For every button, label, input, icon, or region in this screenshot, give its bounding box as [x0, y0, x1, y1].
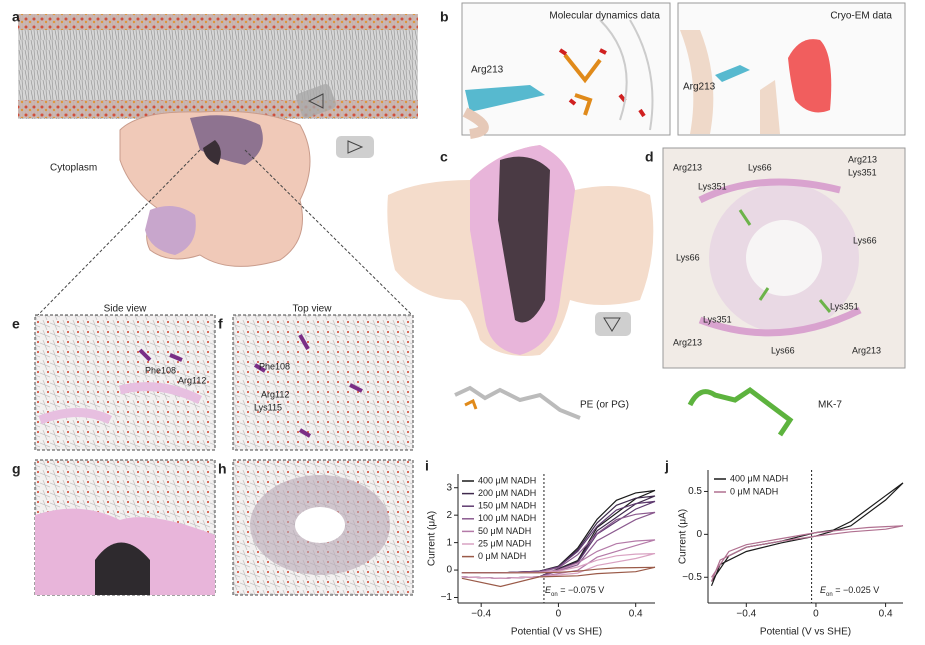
residue-label: Arg213 — [673, 162, 702, 172]
residue-label: Arg213 — [673, 337, 702, 347]
y-tick-label: −0.5 — [682, 572, 702, 583]
series-line — [461, 566, 656, 588]
residue-label: Lys66 — [748, 162, 772, 172]
annotation-subscript: on — [826, 592, 833, 598]
x-tick-label: −0.4 — [471, 609, 491, 620]
residue-label: Lys351 — [703, 314, 732, 324]
legend-label: 0 μM NADH — [478, 551, 526, 561]
legend-label: 200 μM NADH — [478, 488, 536, 498]
y-axis-label: Current (μA) — [427, 511, 438, 566]
panel-letter: j — [664, 458, 669, 474]
panel-letter: i — [425, 458, 429, 474]
x-tick-label: 0.4 — [879, 609, 893, 620]
panel-letter: g — [12, 461, 21, 477]
residue-label: Arg213 — [683, 82, 716, 93]
residue-label: Lys351 — [698, 181, 727, 191]
x-tick-label: −0.4 — [736, 609, 756, 620]
series-line — [710, 525, 904, 582]
residue-label: Arg112 — [261, 389, 289, 399]
y-tick-label: 1 — [446, 537, 452, 548]
label: Cryo-EM data — [830, 11, 892, 22]
y-axis-label: Current (μA) — [678, 509, 689, 564]
molecule-label: MK-7 — [818, 400, 842, 411]
panel-c-image — [387, 145, 654, 356]
annotation: Eon = −0.025 V — [820, 585, 879, 597]
legend-label: 100 μM NADH — [478, 513, 536, 523]
y-tick-label: 0 — [446, 565, 452, 576]
molecule-label: PE (or PG) — [580, 400, 629, 411]
annotation-text: = −0.025 V — [833, 585, 880, 595]
x-tick-label: 0.4 — [629, 609, 643, 620]
annotation-symbol: E — [545, 585, 552, 595]
y-tick-label: 2 — [446, 510, 452, 521]
residue-label: Lys351 — [830, 301, 859, 311]
panel-letter: c — [440, 149, 448, 165]
residue-label: Lys66 — [676, 252, 700, 262]
residue-label: Lys66 — [771, 345, 795, 355]
panel-letter: f — [218, 316, 223, 332]
residue-label: Phe108 — [259, 361, 290, 371]
legend-label: 150 μM NADH — [478, 501, 536, 511]
molecule-legend: PE (or PG) MK-7 — [454, 385, 842, 437]
annotation-symbol: E — [820, 585, 827, 595]
residue-label: Arg213 — [848, 154, 877, 164]
residue-label: Lys351 — [848, 167, 877, 177]
panel-a-image: Cytoplasm — [18, 14, 418, 316]
panel-letter: a — [12, 9, 20, 25]
residue-label: Lys115 — [254, 402, 282, 412]
label: Molecular dynamics data — [549, 11, 660, 22]
residue-label: Phe108 — [145, 365, 176, 375]
panel-d-image: Arg213 Lys66 Arg213 Lys351 Lys351 Lys66 … — [662, 147, 906, 369]
panel-efgh-images: Side view Phe108 Arg112 Top view Phe108 … — [34, 304, 414, 596]
panel-letter: d — [645, 149, 654, 165]
y-tick-label: −1 — [441, 592, 453, 603]
residue-label: Arg112 — [178, 375, 206, 385]
annotation: Eon = −0.075 V — [545, 585, 604, 597]
residue-label: Lys66 — [853, 235, 877, 245]
panel-letter: h — [218, 461, 227, 477]
x-tick-label: 0 — [556, 609, 562, 620]
view-title: Top view — [293, 304, 333, 315]
x-axis-label: Potential (V vs SHE) — [511, 627, 602, 638]
panel-letter: e — [12, 316, 20, 332]
annotation-text: = −0.075 V — [558, 585, 605, 595]
legend-label: 400 μM NADH — [730, 473, 788, 483]
label: Cytoplasm — [50, 163, 97, 174]
panel-b-image: Molecular dynamics data Cryo-EM data Arg… — [461, 2, 906, 139]
y-tick-label: 0 — [696, 529, 702, 540]
residue-label: Arg213 — [852, 345, 881, 355]
annotation-subscript: on — [551, 592, 558, 598]
legend-label: 0 μM NADH — [730, 486, 778, 496]
x-axis-label: Potential (V vs SHE) — [760, 627, 851, 638]
view-title: Side view — [104, 304, 148, 315]
panel-letter: b — [440, 9, 449, 25]
legend-label: 25 μM NADH — [478, 538, 531, 548]
legend-label: 400 μM NADH — [478, 475, 536, 485]
y-tick-label: 0.5 — [688, 486, 702, 497]
x-tick-label: 0 — [813, 609, 819, 620]
legend-label: 50 μM NADH — [478, 526, 531, 536]
y-tick-label: 3 — [446, 482, 452, 493]
residue-label: Arg213 — [471, 65, 504, 76]
